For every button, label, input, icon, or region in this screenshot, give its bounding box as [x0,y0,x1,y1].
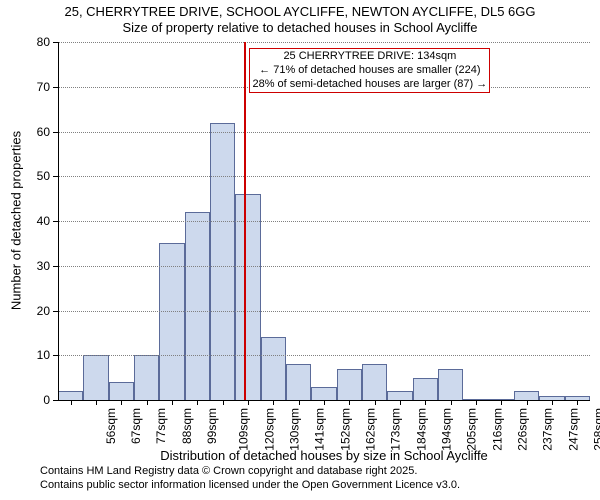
bar [261,337,286,400]
y-gridline [58,42,590,43]
x-tick-mark [349,400,350,405]
bar [337,369,362,400]
x-tick-mark [223,400,224,405]
property-marker-line [244,42,246,400]
y-tick-label: 50 [0,169,50,183]
x-tick-label: 141sqm [313,408,327,451]
x-tick-mark [71,400,72,405]
x-tick-mark [96,400,97,405]
x-tick-mark [273,400,274,405]
x-tick-mark [501,400,502,405]
y-gridline [58,176,590,177]
bar [58,391,83,400]
chart-container: 25, CHERRYTREE DRIVE, SCHOOL AYCLIFFE, N… [0,0,600,500]
annotation-box: 25 CHERRYTREE DRIVE: 134sqm← 71% of deta… [249,48,490,93]
chart-title: 25, CHERRYTREE DRIVE, SCHOOL AYCLIFFE, N… [0,4,600,35]
bar [159,243,184,400]
x-tick-label: 162sqm [364,408,378,451]
y-gridline [58,355,590,356]
annotation-line: 25 CHERRYTREE DRIVE: 134sqm [252,50,487,64]
x-tick-label: 99sqm [205,408,219,444]
y-tick-label: 0 [0,393,50,407]
x-tick-mark [476,400,477,405]
footer-line-1: Contains HM Land Registry data © Crown c… [40,465,460,479]
bar [387,391,412,400]
y-tick-label: 80 [0,35,50,49]
x-tick-label: 120sqm [262,408,276,451]
bar [413,378,438,400]
bar [311,387,336,400]
x-tick-label: 109sqm [237,408,251,451]
bar [134,355,159,400]
bar [109,382,134,400]
x-tick-mark [400,400,401,405]
x-tick-label: 88sqm [180,408,194,444]
title-line-1: 25, CHERRYTREE DRIVE, SCHOOL AYCLIFFE, N… [0,4,600,20]
x-tick-mark [451,400,452,405]
x-tick-mark [172,400,173,405]
bar [185,212,210,400]
footer-note: Contains HM Land Registry data © Crown c… [40,465,460,493]
x-tick-mark [552,400,553,405]
x-tick-label: 77sqm [154,408,168,444]
y-tick-label: 30 [0,259,50,273]
y-tick-label: 10 [0,348,50,362]
x-tick-label: 56sqm [104,408,118,444]
y-axis-line [58,42,59,400]
x-tick-label: 216sqm [490,408,504,451]
x-tick-label: 194sqm [440,408,454,451]
bar [210,123,235,400]
y-tick-label: 20 [0,304,50,318]
title-line-2: Size of property relative to detached ho… [0,20,600,36]
x-tick-label: 258sqm [592,408,600,451]
bar [362,364,387,400]
x-tick-mark [248,400,249,405]
bar [235,194,260,400]
x-tick-label: 152sqm [338,408,352,451]
x-tick-label: 205sqm [465,408,479,451]
bar [438,369,463,400]
footer-line-2: Contains public sector information licen… [40,479,460,493]
x-tick-label: 237sqm [541,408,555,451]
y-gridline [58,132,590,133]
x-tick-label: 247sqm [566,408,580,451]
annotation-line: ← 71% of detached houses are smaller (22… [252,64,487,78]
y-tick-label: 60 [0,125,50,139]
x-tick-mark [324,400,325,405]
x-tick-label: 173sqm [389,408,403,451]
y-tick-label: 70 [0,80,50,94]
x-tick-label: 67sqm [129,408,143,444]
annotation-line: 28% of semi-detached houses are larger (… [252,78,487,92]
y-gridline [58,221,590,222]
x-tick-mark [375,400,376,405]
x-tick-label: 130sqm [288,408,302,451]
x-tick-mark [527,400,528,405]
x-tick-label: 226sqm [516,408,530,451]
x-tick-mark [425,400,426,405]
x-tick-mark [299,400,300,405]
x-tick-mark [577,400,578,405]
bar [514,391,539,400]
x-tick-label: 184sqm [414,408,428,451]
bar [286,364,311,400]
x-tick-mark [147,400,148,405]
bar [83,355,108,400]
x-tick-mark [197,400,198,405]
y-gridline [58,311,590,312]
y-tick-label: 40 [0,214,50,228]
y-gridline [58,266,590,267]
x-tick-mark [121,400,122,405]
